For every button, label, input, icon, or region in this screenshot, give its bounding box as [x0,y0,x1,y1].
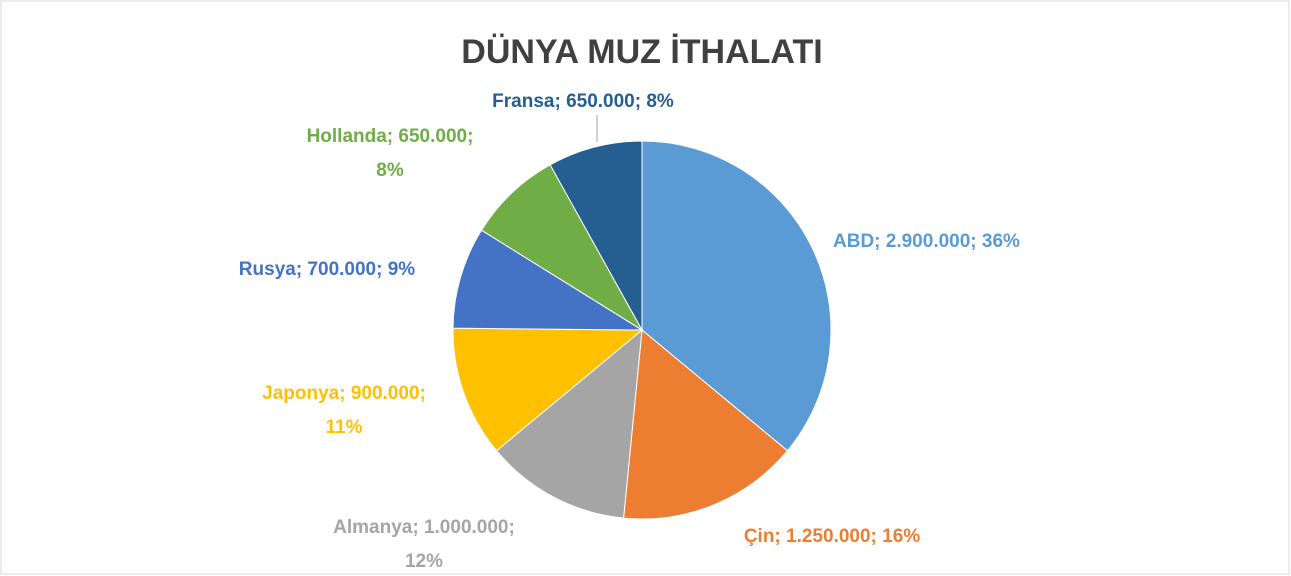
data-label: Rusya; 700.000; 9% [239,259,415,280]
data-label: Hollanda; 650.000; 8% [307,126,474,181]
pie-slice [452,229,644,331]
pie-slice [495,328,643,519]
data-label-line: Japonya; 900.000; [262,383,426,404]
data-label-line: 8% [376,160,404,181]
data-label: Çin; 1.250.000; 16% [744,526,920,547]
data-label: Almanya; 1.000.000; 12% [333,517,515,572]
data-label-line: Hollanda; 650.000; [307,126,474,147]
data-label-line: 11% [326,417,363,438]
pie-slice [641,140,832,452]
data-label-line: Almanya; 1.000.000; [333,517,515,538]
data-label: Japonya; 900.000; 11% [262,383,426,438]
chart-title: DÜNYA MUZ İTHALATI [461,33,822,71]
pie-slice [623,329,789,520]
pie-slice [549,140,643,332]
pie-slice [452,327,644,452]
pie-slice [480,164,644,332]
data-label-line: 12% [405,551,443,572]
data-label: ABD; 2.900.000; 36% [833,231,1020,252]
data-label: Fransa; 650.000; 8% [492,91,674,112]
